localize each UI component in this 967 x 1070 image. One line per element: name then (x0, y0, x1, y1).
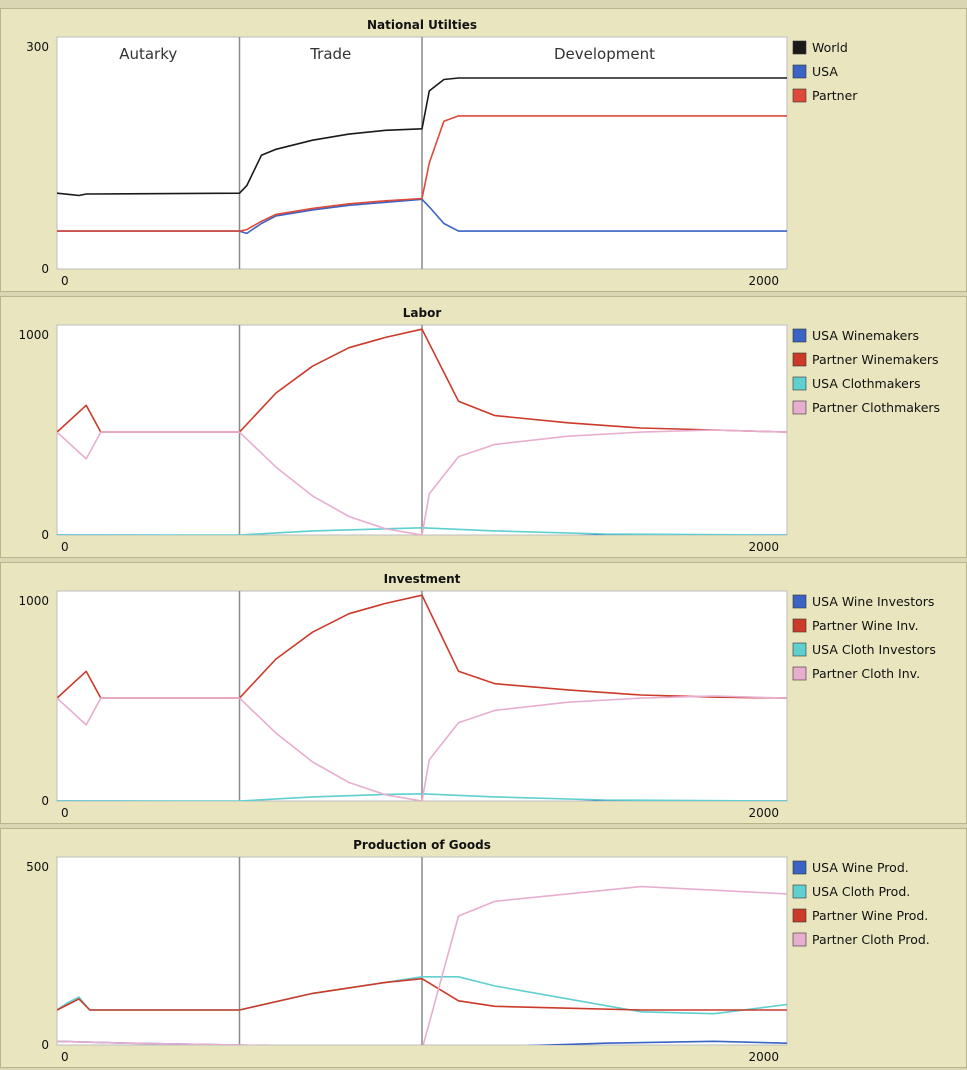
series-line-usa (57, 198, 787, 235)
series-line-partner-cloth-inv (57, 695, 787, 801)
chart-panel-investment: Investment 1000 0 0 2000 USA Wine Investors Pa… (0, 562, 967, 824)
y-tick-label-min: 0 (41, 528, 49, 542)
legend-swatch-usa-cloth-prod (792, 884, 807, 899)
chart-svg-labor: Labor 1000 00 2000 USA Winemakers Partner Win… (18, 306, 940, 554)
x-tick-label-max: 2000 (748, 540, 779, 554)
legend-label-usa-clothmakers: USA Clothmakers (812, 376, 920, 391)
legend-label-partner-wine-prod: Partner Wine Prod. (812, 908, 928, 923)
legend-label-world: World (812, 40, 848, 55)
legend-swatch-partner-cloth-prod (792, 932, 807, 947)
chart-panel-labor: Labor 1000 0 0 2000 USA Winemakers Partner Win… (0, 296, 967, 558)
y-tick-label-min: 0 (41, 262, 49, 276)
legend-swatch-partner-winemakers (792, 352, 807, 367)
chart-svg-investment: Investment 1000 00 2000 USA Wine Investors Pa… (18, 572, 936, 820)
legend-swatch-partner-cloth-inv (792, 666, 807, 681)
chart-title: Investment (384, 572, 461, 586)
legend-label-partner-clothmakers: Partner Clothmakers (812, 400, 940, 415)
legend-swatch-partner-wine-inv (792, 618, 807, 633)
legend-swatch-usa (792, 64, 807, 79)
chart-svg-national-utilties: National Utilties 300 00 2000 Autarky Trade De… (26, 18, 858, 288)
y-tick-label-max: 300 (26, 40, 49, 54)
series-line-partner-clothmakers (57, 429, 787, 535)
x-tick-label-min: 0 (61, 540, 69, 554)
series-line-partner-cloth-prod (57, 885, 787, 1045)
series-line-usa-winemakers (57, 534, 787, 535)
y-tick-label-max: 1000 (18, 594, 49, 608)
y-tick-label-min: 0 (41, 1038, 49, 1052)
legend-label-partner-cloth-inv: Partner Cloth Inv. (812, 666, 920, 681)
y-tick-label-max: 500 (26, 860, 49, 874)
chart-title: National Utilties (367, 18, 477, 32)
legend-label-partner-cloth-prod: Partner Cloth Prod. (812, 932, 930, 947)
phase-label-trade: Trade (309, 45, 351, 63)
legend-label-partner-winemakers: Partner Winemakers (812, 352, 939, 367)
legend-label-partner: Partner (812, 88, 858, 103)
series-line-partner (57, 115, 787, 232)
legend-label-usa-wine-investors: USA Wine Investors (812, 594, 934, 609)
phase-label-development: Development (554, 45, 655, 63)
series-line-usa-wine-investors (57, 800, 787, 801)
legend-swatch-usa-clothmakers (792, 376, 807, 391)
legend-label-usa-cloth-prod: USA Cloth Prod. (812, 884, 910, 899)
chart-title: Production of Goods (353, 838, 491, 852)
chart-svg-production-of-goods: Production of Goods 500 00 2000 USA Wine Pro… (26, 838, 930, 1064)
x-tick-label-max: 2000 (748, 274, 779, 288)
legend-label-partner-wine-inv: Partner Wine Inv. (812, 618, 919, 633)
chart-panel-production-of-goods: Production of Goods 500 0 0 2000 USA Wine Pro… (0, 828, 967, 1068)
y-tick-label-max: 1000 (18, 328, 49, 342)
legend-swatch-usa-wine-prod (792, 860, 807, 875)
x-tick-label-max: 2000 (748, 1050, 779, 1064)
series-line-partner-wine-prod (57, 977, 787, 1011)
legend-swatch-usa-wine-investors (792, 594, 807, 609)
x-tick-label-max: 2000 (748, 806, 779, 820)
legend-swatch-partner-wine-prod (792, 908, 807, 923)
legend-swatch-partner-clothmakers (792, 400, 807, 415)
legend-swatch-world (792, 40, 807, 55)
legend-swatch-usa-winemakers (792, 328, 807, 343)
x-tick-label-min: 0 (61, 806, 69, 820)
x-tick-label-min: 0 (61, 274, 69, 288)
legend-label-usa-cloth-investors: USA Cloth Investors (812, 642, 936, 657)
chart-panel-national-utilities: National Utilties 300 0 0 2000 Autarky Trade De… (0, 8, 967, 292)
y-tick-label-min: 0 (41, 794, 49, 808)
legend-swatch-partner (792, 88, 807, 103)
series-line-world (57, 77, 787, 197)
phase-label-autarky: Autarky (119, 45, 177, 63)
x-tick-label-min: 0 (61, 1050, 69, 1064)
legend-swatch-usa-cloth-investors (792, 642, 807, 657)
legend-label-usa-wine-prod: USA Wine Prod. (812, 860, 909, 875)
chart-title: Labor (403, 306, 442, 320)
series-line-usa-clothmakers (57, 527, 787, 535)
series-line-usa-cloth-investors (57, 793, 787, 801)
legend-label-usa: USA (812, 64, 838, 79)
legend-label-usa-winemakers: USA Winemakers (812, 328, 919, 343)
